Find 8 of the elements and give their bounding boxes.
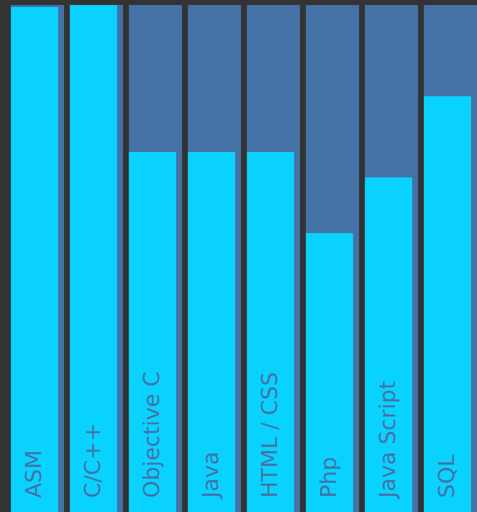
x-tick-label: HTML / CSS bbox=[258, 372, 283, 498]
x-tick-label: ASM bbox=[22, 450, 47, 498]
x-tick-label: C/C++ bbox=[81, 422, 106, 498]
x-tick-label: Java bbox=[199, 452, 224, 500]
x-tick-label: Java Script bbox=[376, 380, 401, 500]
x-tick-label: SQL bbox=[435, 454, 460, 498]
x-tick-label: Php bbox=[317, 456, 342, 498]
x-tick-label: Objective C bbox=[140, 371, 165, 498]
